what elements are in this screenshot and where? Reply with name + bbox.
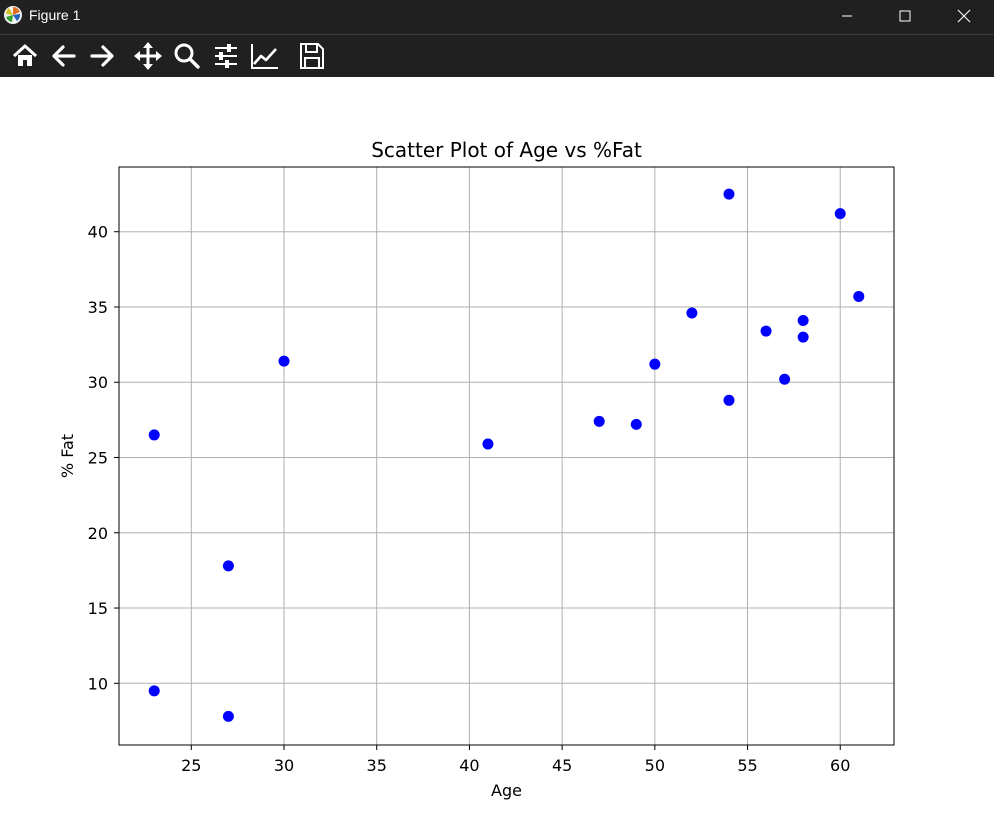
data-point <box>834 208 846 220</box>
data-point <box>148 429 160 441</box>
y-tick-label: 30 <box>88 373 108 392</box>
x-tick-label: 50 <box>645 756 665 775</box>
y-tick-label: 10 <box>88 674 108 693</box>
x-tick-label: 60 <box>830 756 850 775</box>
close-icon <box>957 9 971 23</box>
figure-canvas[interactable] <box>0 77 994 818</box>
sliders-icon <box>215 44 237 68</box>
save-icon <box>300 43 324 69</box>
navigation-toolbar <box>0 34 994 77</box>
y-tick-label: 20 <box>88 524 108 543</box>
x-tick-label: 25 <box>181 756 201 775</box>
data-point <box>222 560 234 572</box>
data-point <box>853 290 865 302</box>
y-axis-label: % Fat <box>58 434 77 478</box>
data-points <box>148 188 865 722</box>
scatter-chart[interactable]: 25 30 35 40 45 50 55 60 10 15 20 25 30 35 40 Scatter P… <box>0 77 994 818</box>
edit-axis-button[interactable] <box>248 40 282 72</box>
data-point <box>482 438 494 450</box>
back-button[interactable] <box>47 40 81 72</box>
title-bar: Figure 1 <box>0 0 994 34</box>
minimize-icon <box>842 15 852 17</box>
data-point <box>649 358 661 370</box>
data-point <box>686 307 698 319</box>
data-point <box>148 685 160 697</box>
zoom-icon <box>174 43 200 69</box>
y-tick-label: 40 <box>88 223 108 242</box>
save-button[interactable] <box>295 40 329 72</box>
data-point <box>760 325 772 337</box>
data-point <box>797 315 809 327</box>
x-tick-label: 45 <box>552 756 572 775</box>
pan-button[interactable] <box>131 40 165 72</box>
data-point <box>723 188 735 200</box>
x-tick-label: 55 <box>737 756 757 775</box>
x-tick-label: 35 <box>367 756 387 775</box>
x-tick-label: 30 <box>274 756 294 775</box>
data-point <box>593 415 605 427</box>
minimize-button[interactable] <box>818 0 876 32</box>
maximize-button[interactable] <box>876 0 934 32</box>
data-point <box>779 373 791 385</box>
data-point <box>222 710 234 722</box>
forward-button[interactable] <box>85 40 119 72</box>
maximize-icon <box>899 10 911 22</box>
data-point <box>630 418 642 430</box>
y-tick-label: 15 <box>88 599 108 618</box>
home-button[interactable] <box>8 40 42 72</box>
data-point <box>723 394 735 406</box>
configure-subplots-button[interactable] <box>209 40 243 72</box>
y-tick-label: 25 <box>88 449 108 468</box>
back-arrow-icon <box>52 45 76 67</box>
axis-ticks: 25 30 35 40 45 50 55 60 10 15 20 25 30 35 40 <box>88 223 851 775</box>
window-title: Figure 1 <box>29 7 81 23</box>
x-tick-label: 40 <box>459 756 479 775</box>
line-chart-icon <box>251 44 278 69</box>
zoom-button[interactable] <box>170 40 204 72</box>
matplotlib-logo-icon <box>4 6 22 24</box>
home-icon <box>12 44 38 66</box>
axes-frame <box>118 166 895 746</box>
y-tick-label: 35 <box>88 298 108 317</box>
data-point <box>797 331 809 343</box>
move-icon <box>134 42 162 70</box>
close-button[interactable] <box>935 0 993 32</box>
data-point <box>278 355 290 367</box>
chart-title: Scatter Plot of Age vs %Fat <box>371 138 642 162</box>
grid-lines <box>119 167 894 745</box>
x-axis-label: Age <box>491 781 522 800</box>
forward-arrow-icon <box>90 45 114 67</box>
